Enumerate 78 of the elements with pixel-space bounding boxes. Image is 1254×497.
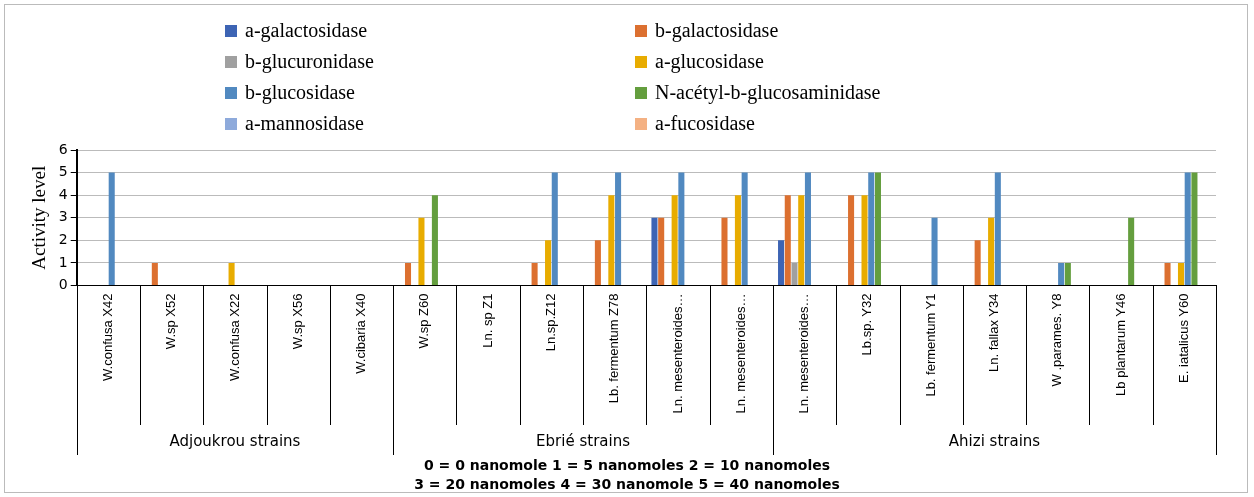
y-tick-label: 6 [58, 140, 68, 157]
x-tick-label: W.sp Z60 [416, 293, 432, 349]
bar [804, 172, 811, 285]
bar [721, 217, 728, 285]
text: 3 = 20 nanomoles 4 = 30 nanomole 5 = 40 nanomoles [413, 475, 841, 494]
bar [531, 262, 538, 285]
bar [404, 262, 412, 285]
bar [988, 217, 995, 285]
x-tick-label: E. iatalicus Y60 [1175, 293, 1191, 383]
bar [861, 195, 868, 285]
bar [874, 172, 881, 285]
text: Ebrié strains [536, 431, 631, 450]
bar [551, 172, 558, 285]
x-tick-label: Ln. fallax Y34 [986, 293, 1002, 373]
text: 0 = 0 nanomole 1 = 5 nanomoles 2 = 10 nanomoles [422, 456, 832, 475]
bar [594, 240, 601, 285]
bar [228, 262, 235, 285]
bar [741, 172, 748, 285]
bar [974, 240, 981, 285]
y-tick-label: 1 [58, 253, 68, 270]
bar [868, 172, 875, 285]
bar [658, 217, 665, 285]
bar [1191, 172, 1198, 285]
x-tick-label: Lb. fermentum Y1 [922, 293, 938, 397]
legend-label: b-galactosidase [655, 19, 779, 42]
x-tick-label: Lb.sp. Y32 [859, 293, 875, 356]
bar [545, 240, 552, 285]
bar [1128, 217, 1135, 285]
x-tick-label: Ln. mesenteroides… [796, 293, 812, 414]
legend-label: a-glucosidase [655, 50, 764, 73]
bar [431, 195, 438, 285]
legend-label: b-glucuronidase [245, 50, 374, 73]
bar [671, 195, 678, 285]
bar [615, 172, 622, 285]
bar [418, 217, 425, 285]
x-tick-label: Ln. mesenteroides… [669, 293, 685, 414]
bar [108, 172, 115, 285]
bar [734, 195, 741, 285]
x-tick-label: Ln.sp.Z12 [542, 293, 558, 352]
bar [1064, 262, 1071, 285]
x-tick-label: W.confusa X42 [99, 293, 115, 381]
x-tick-label: W.sp X52 [163, 293, 179, 350]
legend-label: a-galactosidase [245, 19, 368, 42]
bar [778, 240, 785, 285]
x-tick-label: Lb. fermentum Z78 [606, 293, 622, 404]
bar [798, 195, 805, 285]
legend-label: a-fucosidase [655, 112, 755, 135]
legend-label: N-acétyl-b-glucosaminidase [655, 81, 881, 104]
x-tick-label: W.sp X56 [289, 293, 305, 350]
bar [784, 195, 791, 285]
legend-label: a-mannosidase [245, 112, 364, 135]
bar [608, 195, 615, 285]
x-tick-label: W.confusa X22 [226, 293, 242, 381]
legend-label: b-glucosidase [245, 81, 355, 104]
y-tick-label: 5 [58, 163, 68, 180]
y-tick-label: 2 [58, 230, 68, 247]
x-tick-label: Ln. sp Z1 [479, 293, 495, 348]
bar [791, 262, 798, 285]
bar [651, 217, 658, 285]
y-tick-label: 0 [58, 276, 68, 293]
x-tick-label: Ln. mesenteroides… [732, 293, 748, 414]
text: Adjoukrou strains [169, 431, 301, 450]
bar [994, 172, 1001, 285]
bar [678, 172, 685, 285]
y-tick-label: 3 [58, 208, 68, 225]
y-tick-label: 4 [58, 185, 68, 202]
bar [1164, 262, 1171, 285]
x-tick-label: W.cibaria X40 [353, 293, 369, 374]
bar [151, 262, 158, 285]
bar [931, 217, 938, 285]
text: Ahizi strains [948, 431, 1041, 450]
x-tick-label: W .parames. Y8 [1049, 293, 1065, 387]
bar [848, 195, 855, 285]
x-tick-label: Lb plantarum Y46 [1112, 293, 1128, 396]
y-axis-title: Activity level [28, 165, 50, 270]
bar [1058, 262, 1065, 285]
bar [1184, 172, 1191, 285]
bar [1177, 262, 1185, 285]
